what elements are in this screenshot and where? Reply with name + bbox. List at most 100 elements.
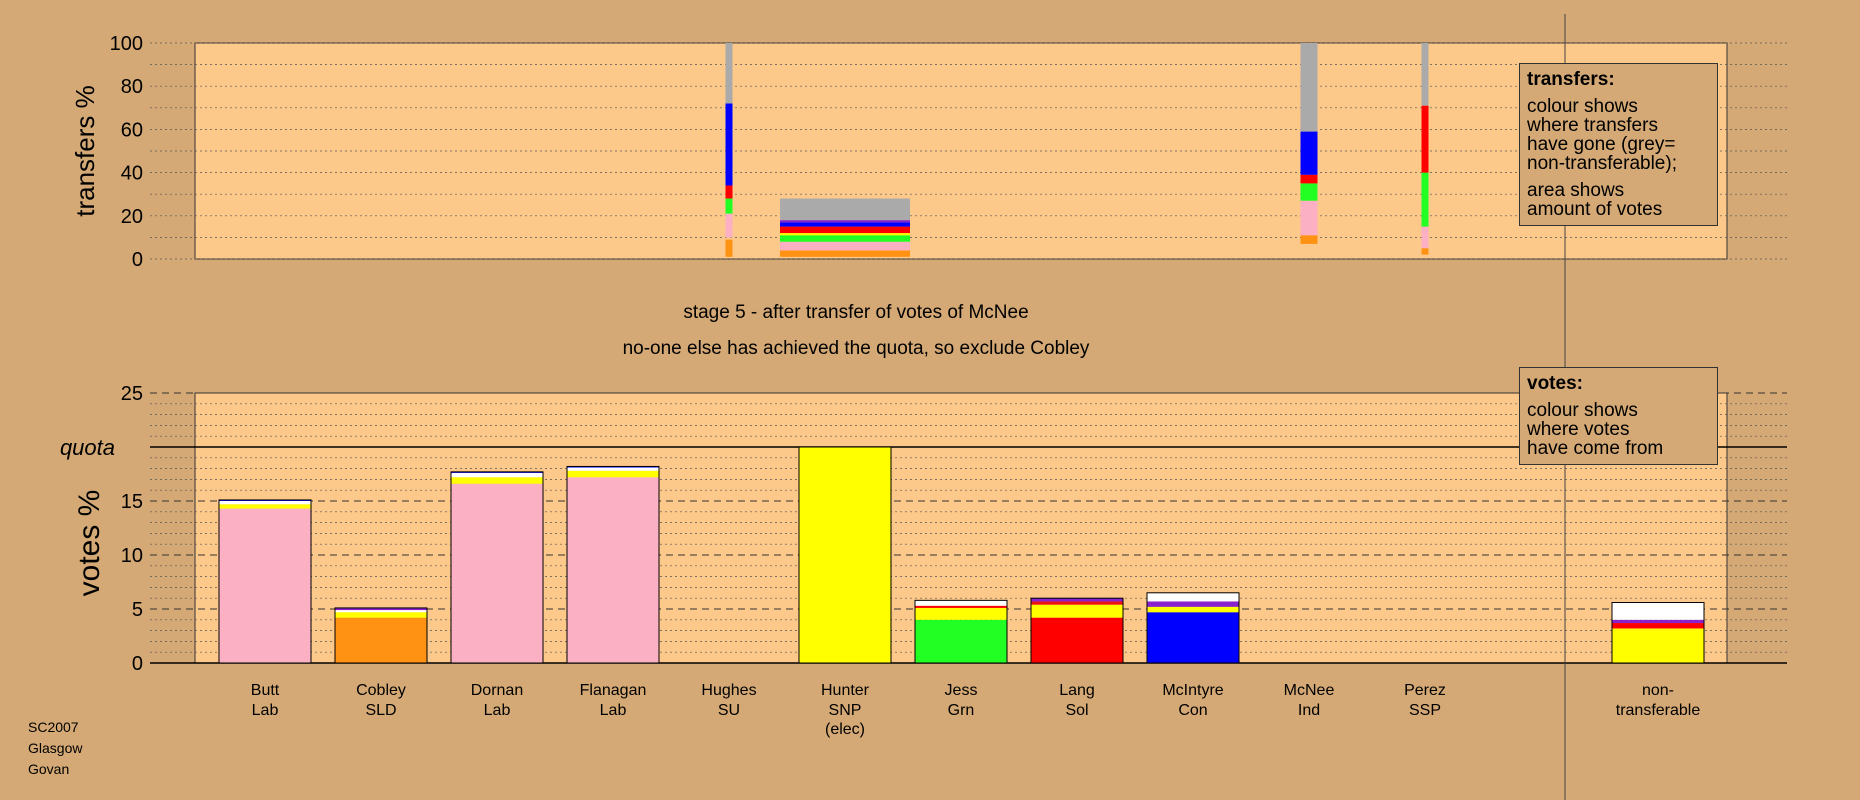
caption-line: Govan (28, 761, 70, 777)
vote-segment (1147, 606, 1239, 613)
transfers-legend-line: non-transferable); (1527, 153, 1677, 174)
votes-legend-title: votes: (1527, 373, 1583, 394)
transfers-legend-line: have gone (grey= (1527, 134, 1676, 155)
transfer-segment (780, 220, 910, 223)
candidate-name-label: Jess (945, 682, 978, 699)
transfers-legend: transfers: colour shows where transfers … (1519, 63, 1718, 226)
candidate-name-label: Hughes (701, 682, 756, 699)
candidate-name-label: McNee (1284, 682, 1335, 699)
y-tick-label: 5 (132, 599, 143, 621)
votes-legend-line: where votes (1527, 419, 1630, 440)
transfer-segment (780, 241, 910, 251)
candidate-name-label: McIntyre (1162, 682, 1223, 699)
candidate-party-label: Lab (600, 702, 627, 719)
transfer-segment (1421, 43, 1429, 106)
transfer-segment (780, 233, 910, 236)
transfer-segment (1300, 131, 1318, 175)
transfer-segment (725, 239, 733, 257)
vote-segment (219, 508, 311, 663)
transfers-legend-line: amount of votes (1527, 199, 1663, 220)
transfers-panel: 0 20 40 60 80 100 transfers % (70, 33, 1787, 271)
transfer-segment (725, 213, 733, 238)
vote-segment (1147, 592, 1239, 602)
vote-segment (451, 477, 543, 484)
transfer-segment (1300, 200, 1318, 236)
transfer-segment (1421, 172, 1429, 227)
transfer-segment (725, 198, 733, 214)
candidate-name-label: Hunter (821, 682, 870, 699)
vote-segment (1031, 601, 1123, 605)
vote-segment (915, 605, 1007, 608)
candidate-party-label: Lab (252, 702, 279, 719)
vote-bar-outline (1146, 592, 1240, 664)
vote-segment (567, 477, 659, 663)
vote-segment (451, 471, 543, 473)
y-tick-label: 10 (121, 545, 143, 567)
vote-segment (451, 483, 543, 663)
vote-bar-outline (450, 471, 544, 664)
transfer-segment (1300, 183, 1318, 201)
transfer-segment (780, 250, 910, 257)
vote-segment (915, 600, 1007, 606)
transfers-legend-line: where transfers (1527, 115, 1658, 136)
transfers-legend-line: colour shows (1527, 96, 1638, 117)
vote-segment (1147, 601, 1239, 607)
vote-segment (219, 499, 311, 501)
vote-bar-outline (914, 599, 1008, 664)
votes-legend-line: colour shows (1527, 400, 1638, 421)
y-tick-label: 0 (132, 249, 143, 271)
candidate-party-label: Grn (948, 702, 975, 719)
vote-segment (567, 466, 659, 468)
vote-bar-outline (334, 607, 428, 664)
transfer-segment (780, 226, 910, 234)
vote-segment (1612, 602, 1704, 620)
vote-segment (1031, 617, 1123, 663)
candidate-party-label: Ind (1298, 702, 1320, 719)
y-tick-label: 60 (121, 119, 143, 141)
candidate-name-label: non- (1642, 682, 1674, 699)
transfer-segment (1421, 248, 1429, 255)
transfer-segment (1300, 43, 1318, 132)
candidate-name-label: Lang (1059, 682, 1095, 699)
vote-segment (1031, 604, 1123, 618)
transfers-legend-line: area shows (1527, 180, 1625, 201)
transfer-segment (1300, 174, 1318, 184)
vote-bar-outline (1611, 602, 1705, 664)
vote-segment (1031, 598, 1123, 602)
vote-segment (799, 447, 891, 663)
vote-segment (567, 470, 659, 478)
quota-label: quota (60, 435, 115, 460)
candidate-note-label: (elec) (825, 721, 865, 738)
y-axis-label: transfers % (70, 85, 100, 217)
caption: SC2007 Glasgow Govan (28, 717, 82, 780)
transfer-segment (725, 103, 733, 186)
stage-subtitle: no-one else has achieved the quota, so e… (623, 338, 1090, 359)
vote-segment (1612, 623, 1704, 629)
y-tick-label: 15 (121, 491, 143, 513)
vote-bar-outline (218, 499, 312, 664)
transfer-segment (780, 235, 910, 242)
y-axis-label: votes % (73, 490, 106, 597)
candidate-name-label: Perez (1404, 682, 1446, 699)
vote-segment (219, 501, 311, 505)
vote-bar-outline (798, 446, 892, 664)
candidate-party-label: SLD (365, 702, 396, 719)
y-tick-label: 40 (121, 163, 143, 185)
vote-segment (1612, 619, 1704, 624)
candidate-name-label: Butt (251, 682, 280, 699)
transfer-segment (725, 185, 733, 199)
transfer-segment (1421, 226, 1429, 249)
y-tick-label: 100 (110, 33, 143, 55)
candidate-name-label: Dornan (471, 682, 523, 699)
y-tick-label: 20 (121, 206, 143, 228)
candidate-party-label: SSP (1409, 702, 1441, 719)
stage-title: stage 5 - after transfer of votes of McN… (683, 302, 1028, 323)
candidate-party-label: SU (718, 702, 740, 719)
y-tick-label: 0 (132, 653, 143, 675)
transfers-legend-title: transfers: (1527, 69, 1615, 90)
vote-segment (1147, 612, 1239, 663)
vote-bar-outline (1030, 597, 1124, 664)
vote-segment (219, 504, 311, 509)
votes-panel: 0 5 10 15 25 quota votes % (60, 383, 1787, 675)
